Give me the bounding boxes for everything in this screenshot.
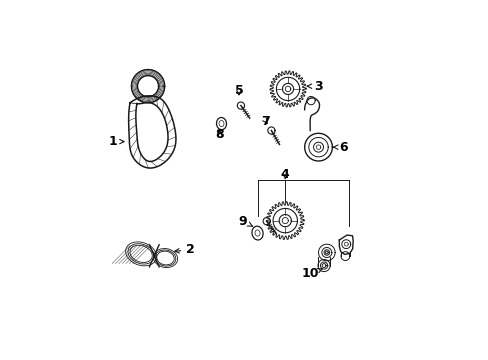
Text: 1: 1 — [108, 135, 124, 148]
Text: 6: 6 — [332, 141, 346, 154]
Text: 5: 5 — [234, 84, 243, 97]
Text: 3: 3 — [306, 80, 322, 93]
Text: 10: 10 — [301, 267, 322, 280]
Text: 7: 7 — [261, 115, 270, 128]
Text: 4: 4 — [280, 168, 289, 181]
Text: 8: 8 — [215, 128, 224, 141]
Text: 9: 9 — [238, 215, 252, 228]
Text: 2: 2 — [174, 243, 195, 256]
